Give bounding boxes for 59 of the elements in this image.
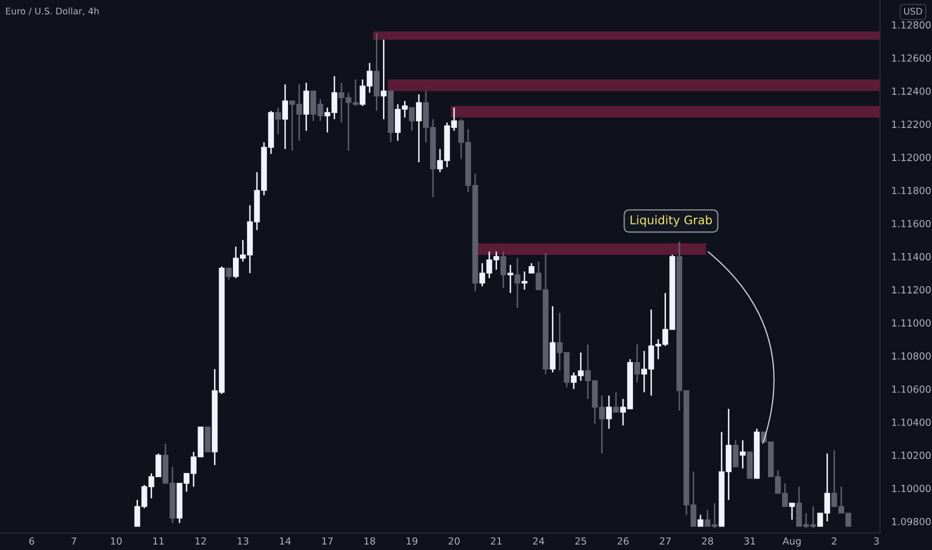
- x-tick-label: Aug: [782, 537, 801, 547]
- candlestick: [698, 514, 704, 528]
- candlestick: [416, 94, 422, 163]
- candlestick: [789, 502, 795, 520]
- candlestick: [514, 258, 520, 309]
- candlestick: [226, 267, 232, 280]
- candlestick: [408, 106, 415, 132]
- candlestick: [522, 270, 528, 290]
- candlestick: [528, 262, 534, 274]
- x-tick-label: 17: [322, 537, 333, 545]
- x-tick-label: 2: [832, 537, 836, 545]
- candlestick: [303, 82, 310, 132]
- x-tick-label: 19: [406, 537, 418, 545]
- y-tick-label: 1.11000: [892, 319, 931, 327]
- y-tick-label: 1.11200: [892, 286, 931, 294]
- text: Euro / U.S. Dollar, 4h: [6, 7, 99, 16]
- y-tick-label: 1.12400: [892, 88, 931, 95]
- x-tick-label: 31: [744, 537, 756, 545]
- y-tick-label: 1.10000: [892, 484, 931, 492]
- x-tick-label: 26: [618, 537, 629, 545]
- x-tick-label: 20: [448, 537, 460, 545]
- x-tick-label: 11: [153, 537, 164, 545]
- x-tick-label: 10: [111, 537, 122, 545]
- x-tick-label: 25: [575, 537, 586, 545]
- y-tick-label: 1.10400: [892, 418, 931, 426]
- annotation: Liquidity Grab: [630, 215, 712, 227]
- y-tick-label: 1.12000: [892, 154, 931, 162]
- y-tick-label: 1.11600: [892, 220, 931, 228]
- y-tick-label: 1.11800: [892, 186, 931, 194]
- y-tick-label: 1.10800: [892, 352, 931, 360]
- x-tick-label: 13: [238, 537, 248, 545]
- candlestick: [282, 84, 288, 150]
- candlestick: [380, 39, 387, 120]
- y-tick-label: 1.10600: [892, 385, 931, 393]
- candlestick: [500, 250, 506, 289]
- y-tick-label: 1.12800: [892, 21, 931, 29]
- x-tick-label: 7: [72, 537, 76, 545]
- x-tick-label: 21: [490, 537, 502, 545]
- x-tick-label: 18: [364, 537, 376, 545]
- x-tick-label: 6: [29, 537, 34, 545]
- candlestick: [740, 440, 746, 470]
- y-tick-label: 1.12600: [892, 54, 931, 62]
- x-tick-label: 27: [660, 537, 671, 545]
- x-tick-label: 28: [702, 537, 714, 545]
- y-axis-title: USD: [904, 8, 922, 15]
- x-tick-label: 24: [533, 537, 544, 545]
- x-tick-label: 14: [280, 537, 291, 545]
- x-tick-label: 12: [196, 537, 206, 545]
- y-tick-label: 1.09800: [892, 518, 931, 526]
- y-tick-label: 1.11400: [892, 253, 931, 260]
- candlestick: [508, 264, 514, 294]
- candlestick: [275, 106, 281, 135]
- y-tick-label: 1.10200: [892, 452, 931, 460]
- x-tick-label: 3: [874, 537, 879, 545]
- candlestick: [732, 440, 739, 468]
- candlestick: [606, 394, 612, 430]
- y-tick-label: 1.12200: [892, 120, 931, 128]
- candlestick: [634, 344, 640, 384]
- candlestick: [613, 392, 619, 413]
